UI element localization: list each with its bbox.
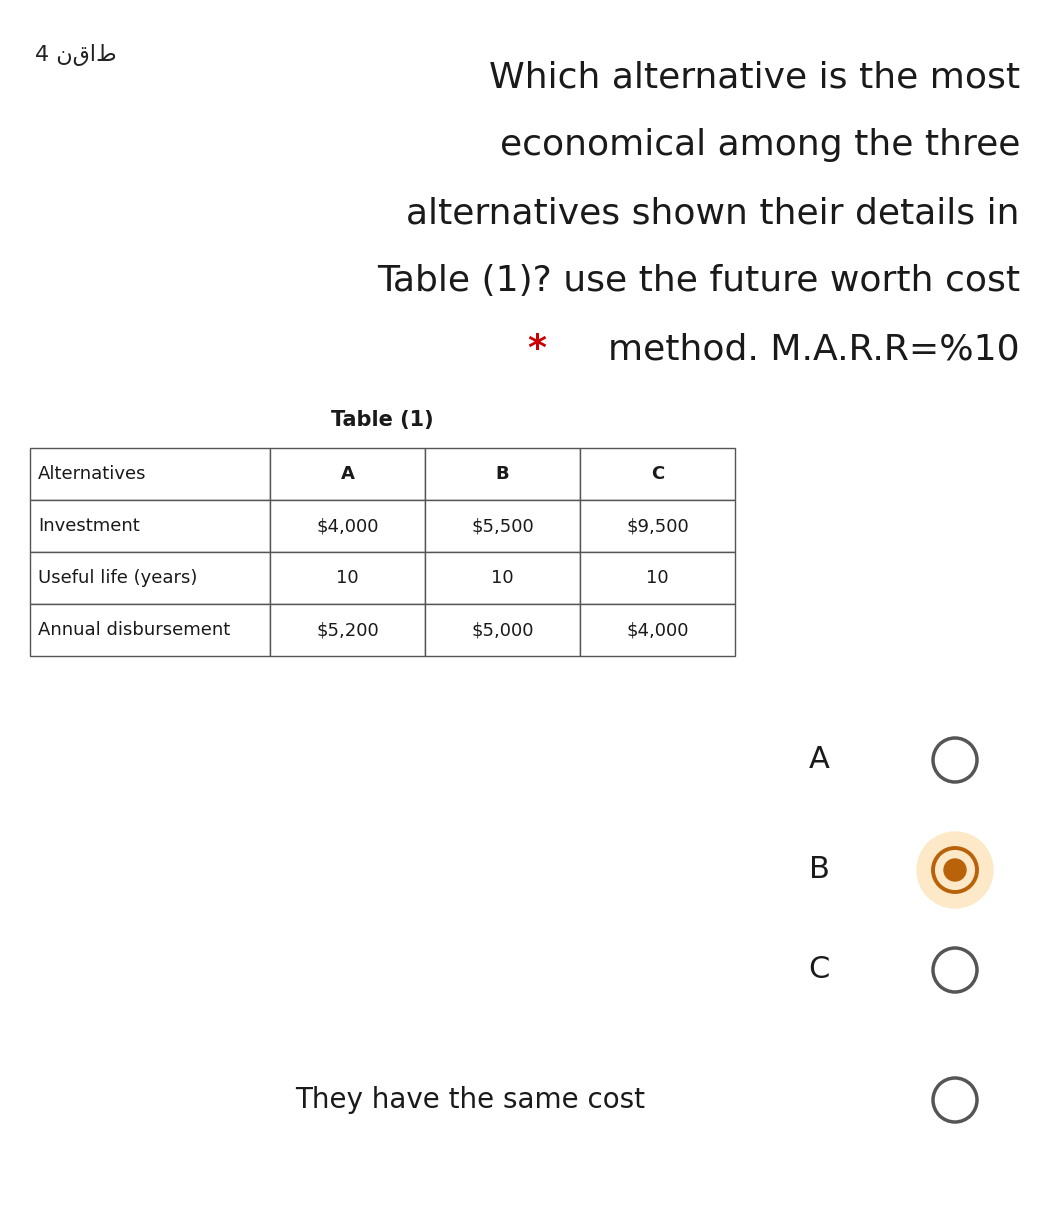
Bar (270, 603, 425, 656)
Text: Table (1): Table (1) (332, 410, 434, 430)
Bar (270, 552, 425, 603)
Bar (425, 449, 580, 500)
Text: B: B (809, 855, 830, 885)
Text: C: C (651, 465, 664, 483)
Text: $5,200: $5,200 (316, 621, 379, 639)
Circle shape (917, 832, 993, 908)
Bar (580, 500, 735, 552)
Text: 10: 10 (336, 569, 359, 587)
Text: $4,000: $4,000 (316, 517, 379, 535)
Text: C: C (809, 955, 830, 984)
Text: B: B (496, 465, 510, 483)
Circle shape (943, 859, 966, 881)
Text: $5,000: $5,000 (472, 621, 534, 639)
Bar (425, 552, 580, 603)
Bar (580, 449, 735, 500)
Bar (29, 449, 270, 500)
Bar (29, 603, 270, 656)
Text: Useful life (years): Useful life (years) (38, 569, 197, 587)
Bar (29, 500, 270, 552)
Text: $4,000: $4,000 (627, 621, 689, 639)
Text: $9,500: $9,500 (627, 517, 689, 535)
Text: A: A (340, 465, 355, 483)
Text: 10: 10 (647, 569, 669, 587)
Bar (425, 500, 580, 552)
Text: economical among the three: economical among the three (499, 128, 1020, 162)
Bar (270, 500, 425, 552)
Text: Table (1)? use the future worth cost: Table (1)? use the future worth cost (377, 264, 1020, 297)
Text: A: A (809, 746, 830, 774)
Bar (270, 449, 425, 500)
Text: 10: 10 (491, 569, 514, 587)
Text: $5,500: $5,500 (471, 517, 534, 535)
Text: They have the same cost: They have the same cost (295, 1086, 645, 1113)
Bar (580, 603, 735, 656)
Text: Which alternative is the most: Which alternative is the most (489, 60, 1020, 93)
Text: Investment: Investment (38, 517, 140, 535)
Text: 4 نقاط: 4 نقاط (35, 44, 117, 66)
Bar (425, 603, 580, 656)
Text: alternatives shown their details in: alternatives shown their details in (406, 195, 1020, 230)
Bar (580, 552, 735, 603)
Text: Annual disbursement: Annual disbursement (38, 621, 231, 639)
Bar (29, 552, 270, 603)
Text: *: * (526, 332, 547, 366)
Text: Alternatives: Alternatives (38, 465, 146, 483)
Text: method. M.A.R.R=%10: method. M.A.R.R=%10 (609, 332, 1020, 366)
